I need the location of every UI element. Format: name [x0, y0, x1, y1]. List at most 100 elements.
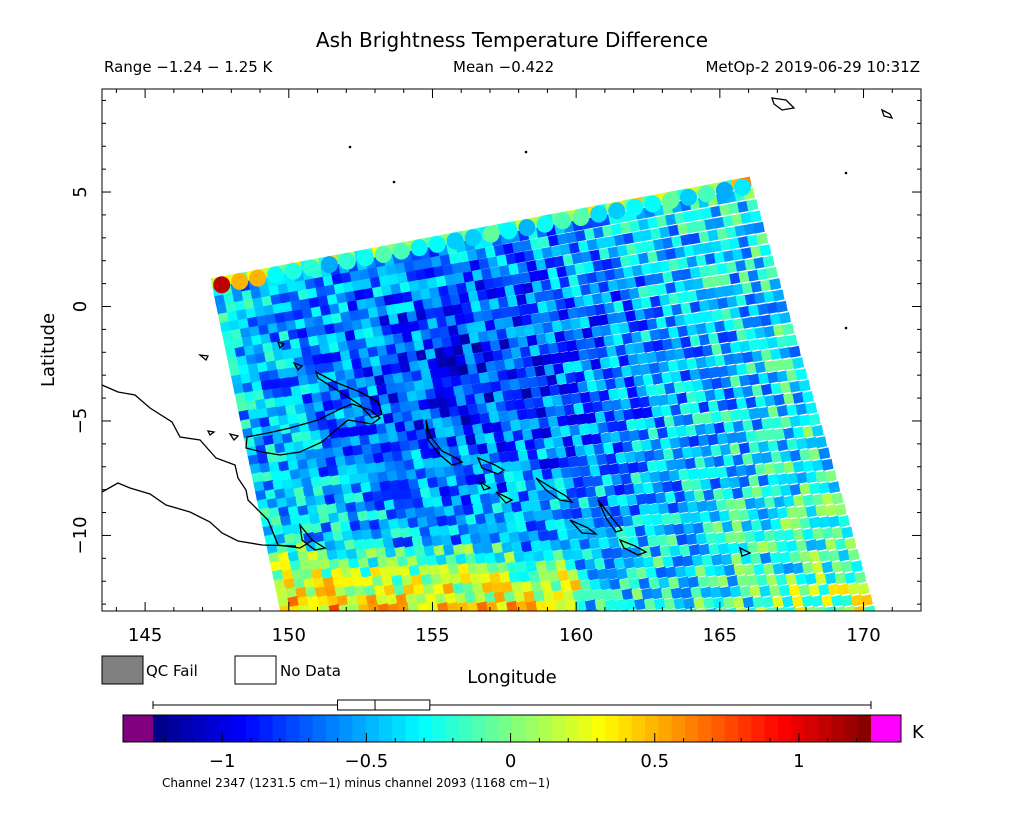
- swath-pixel: [366, 423, 379, 436]
- swath-pixel: [257, 453, 270, 466]
- swath-pixel: [505, 326, 518, 339]
- x-tick-label: 170: [846, 625, 880, 646]
- swath-pixel: [549, 539, 562, 552]
- swath-pixel: [773, 495, 786, 508]
- swath-pixel: [342, 576, 355, 589]
- swath-pixel: [640, 439, 653, 452]
- swath-pixel: [673, 347, 686, 361]
- swath-pixel: [834, 538, 847, 551]
- swath-pixel: [410, 448, 423, 461]
- swath-pixel: [550, 244, 563, 258]
- swath-pixel: [831, 492, 844, 505]
- swath-pixel: [487, 255, 500, 269]
- swath-pixel: [477, 522, 490, 535]
- swath-pixel: [262, 479, 275, 493]
- swath-pixel: [821, 561, 834, 574]
- swath-pixel: [507, 336, 521, 349]
- swath-pixel: [762, 255, 775, 268]
- swath-pixel: [358, 308, 371, 321]
- swath-pixel: [707, 298, 721, 311]
- swath-edge-pixel: [213, 276, 231, 294]
- swath-pixel: [551, 508, 564, 521]
- swath-pixel: [462, 503, 475, 516]
- swath-pixel: [505, 252, 518, 265]
- swath-pixel: [565, 487, 578, 500]
- swath-pixel: [427, 357, 440, 370]
- swath-pixel: [722, 596, 735, 609]
- swath-pixel: [315, 457, 329, 470]
- swath-pixel: [667, 501, 680, 515]
- swath-pixel: [605, 452, 618, 465]
- swath-pixel: [293, 486, 306, 499]
- swath-pixel: [593, 443, 606, 456]
- swath-pixel: [378, 314, 391, 327]
- swath-pixel: [425, 554, 438, 567]
- swath-pixel: [772, 595, 785, 608]
- swath-pixel: [831, 594, 844, 607]
- swath-pixel: [467, 523, 480, 536]
- swath-pixel: [423, 544, 436, 557]
- swath-pixel: [491, 502, 504, 515]
- swath-pixel: [245, 353, 258, 366]
- y-tick-label: 0: [70, 301, 91, 312]
- swath-pixel: [752, 221, 765, 234]
- swath-pixel: [732, 352, 745, 365]
- swath-pixel: [674, 565, 687, 578]
- swath-pixel: [681, 446, 694, 459]
- swath-pixel: [378, 354, 391, 367]
- swath-edge-pixel: [231, 272, 249, 290]
- swath-pixel: [662, 236, 675, 250]
- swath-pixel: [742, 419, 755, 432]
- swath-pixel: [424, 506, 437, 519]
- swath-pixel: [421, 496, 435, 509]
- swath-pixel: [455, 394, 468, 407]
- swath-pixel: [710, 377, 724, 390]
- colorbar-tick-label: 0.5: [640, 751, 669, 772]
- swath-pixel: [253, 389, 266, 402]
- swath-pixel: [668, 258, 681, 271]
- swath-pixel: [258, 507, 272, 520]
- swath-pixel: [486, 522, 499, 535]
- x-tick-label: 160: [559, 625, 593, 646]
- swath-pixel: [677, 325, 690, 338]
- coastline-islet: [844, 326, 848, 330]
- swath-pixel: [252, 296, 265, 309]
- swath-pixel: [380, 441, 393, 454]
- swath-pixel: [424, 348, 437, 361]
- swath-pixel: [476, 562, 489, 575]
- swath-pixel: [416, 516, 429, 529]
- swath-pixel: [390, 322, 403, 336]
- colorbar-segment: [272, 715, 287, 742]
- swath-pixel: [387, 353, 401, 366]
- swath-pixel: [282, 348, 295, 361]
- swath-pixel: [317, 295, 330, 308]
- swath-pixel: [741, 486, 754, 499]
- swath-pixel: [766, 507, 780, 520]
- swath-pixel: [279, 560, 292, 573]
- swath-pixel: [343, 539, 356, 552]
- swath-pixel: [583, 517, 596, 530]
- swath-pixel: [726, 398, 739, 411]
- swath-pixel: [701, 276, 714, 289]
- swath-pixel: [385, 421, 398, 435]
- swath-pixel: [567, 274, 581, 287]
- swath-pixel: [323, 361, 336, 374]
- swath-pixel: [293, 532, 306, 545]
- swath-pixel: [301, 392, 314, 406]
- swath-pixel: [701, 241, 714, 254]
- swath-pixel: [375, 422, 388, 435]
- swath-pixel: [283, 532, 296, 546]
- swath-pixel: [225, 301, 238, 314]
- swath-pixel: [316, 595, 329, 608]
- swath-pixel: [707, 263, 720, 277]
- swath-pixel: [335, 417, 349, 430]
- swath-pixel: [352, 491, 365, 504]
- swath-pixel: [575, 486, 588, 499]
- colorbar-segment: [445, 715, 460, 742]
- swath-pixel: [351, 444, 364, 457]
- swath-pixel: [624, 343, 637, 356]
- swath-pixel: [484, 512, 497, 525]
- swath-pixel: [328, 558, 341, 571]
- swath-pixel: [610, 256, 623, 269]
- swath-pixel: [509, 419, 522, 432]
